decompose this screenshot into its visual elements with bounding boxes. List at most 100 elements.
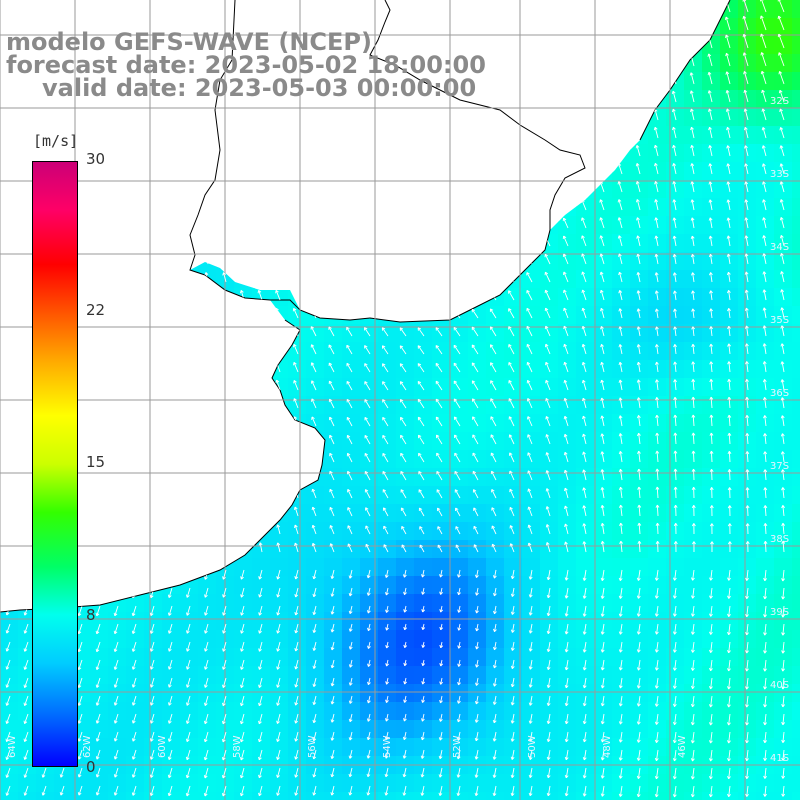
wind-arrow xyxy=(508,272,515,283)
wind-arrow xyxy=(293,361,299,373)
speed-cell xyxy=(576,702,595,721)
speed-cell xyxy=(108,288,127,307)
speed-cell xyxy=(702,738,721,757)
speed-cell xyxy=(198,576,217,595)
wind-arrow xyxy=(78,182,83,193)
wind-arrow xyxy=(133,469,138,481)
wind-arrow xyxy=(309,3,317,13)
speed-cell xyxy=(198,792,217,800)
wind-arrow xyxy=(222,307,227,319)
speed-cell xyxy=(288,234,307,253)
wind-arrow xyxy=(205,433,209,445)
speed-cell xyxy=(198,702,217,721)
speed-cell xyxy=(144,252,163,271)
speed-cell xyxy=(684,522,703,541)
speed-cell xyxy=(522,378,541,397)
wind-arrow xyxy=(744,163,749,175)
speed-cell xyxy=(144,594,163,613)
speed-cell xyxy=(180,792,199,800)
wind-arrow xyxy=(707,53,713,67)
speed-cell xyxy=(432,684,451,703)
speed-cell xyxy=(144,612,163,631)
speed-cell xyxy=(378,468,397,487)
speed-cell xyxy=(540,684,559,703)
speed-cell xyxy=(324,108,343,127)
wind-arrow xyxy=(744,271,749,283)
speed-cell xyxy=(270,162,289,181)
wind-arrow xyxy=(169,326,173,337)
speed-cell xyxy=(234,126,253,145)
speed-cell xyxy=(684,684,703,703)
speed-cell xyxy=(342,576,361,595)
wind-arrow xyxy=(169,541,174,553)
wind-arrow xyxy=(690,217,695,229)
speed-cell xyxy=(252,180,271,199)
speed-cell xyxy=(360,396,379,415)
speed-cell xyxy=(630,702,649,721)
speed-cell xyxy=(738,612,757,631)
wind-arrow xyxy=(203,109,209,121)
wind-arrow xyxy=(363,165,371,175)
wind-arrow xyxy=(240,361,245,373)
wind-arrow xyxy=(327,236,335,247)
wind-arrow xyxy=(346,344,353,355)
speed-cell xyxy=(468,468,487,487)
speed-cell xyxy=(396,252,415,271)
wind-arrow xyxy=(23,361,29,373)
wind-arrow xyxy=(292,182,299,193)
speed-cell xyxy=(144,126,163,145)
speed-cell xyxy=(324,450,343,469)
wind-arrow xyxy=(434,147,443,157)
wind-arrow xyxy=(239,272,245,283)
speed-cell xyxy=(306,612,325,631)
speed-cell xyxy=(684,558,703,577)
speed-cell xyxy=(144,180,163,199)
speed-cell xyxy=(792,666,800,685)
wind-arrow xyxy=(726,290,731,301)
wind-arrow xyxy=(581,217,587,229)
speed-cell xyxy=(0,252,19,271)
speed-cell xyxy=(162,792,181,800)
wind-arrow xyxy=(691,308,696,319)
speed-cell xyxy=(666,36,685,55)
wind-arrow xyxy=(292,254,299,265)
speed-cell xyxy=(540,792,559,800)
wind-arrow xyxy=(292,146,299,157)
speed-cell xyxy=(0,540,19,559)
wind-arrow xyxy=(635,199,641,211)
speed-cell xyxy=(378,648,397,667)
speed-cell xyxy=(324,360,343,379)
wind-arrow xyxy=(742,52,749,67)
wind-arrow xyxy=(150,217,155,229)
speed-cell xyxy=(558,162,577,181)
speed-cell xyxy=(198,342,217,361)
speed-cell xyxy=(594,792,613,800)
wind-arrow xyxy=(78,343,83,355)
wind-arrow xyxy=(726,126,731,139)
wind-arrow xyxy=(345,254,353,265)
speed-cell xyxy=(486,234,505,253)
wind-arrow xyxy=(490,416,497,427)
speed-cell xyxy=(0,792,19,800)
wind-arrow xyxy=(636,290,641,301)
wind-arrow xyxy=(115,362,120,373)
speed-cell xyxy=(558,126,577,145)
wind-arrow xyxy=(327,3,335,13)
wind-arrow xyxy=(275,200,281,211)
speed-cell xyxy=(522,630,541,649)
wind-arrow xyxy=(435,309,443,319)
wind-arrow xyxy=(169,308,173,319)
speed-cell xyxy=(198,468,217,487)
wind-arrow xyxy=(545,397,551,409)
speed-cell xyxy=(540,774,559,793)
wind-arrow xyxy=(222,290,227,301)
wind-arrow xyxy=(470,129,479,139)
speed-cell xyxy=(576,558,595,577)
speed-cell xyxy=(486,558,505,577)
speed-cell xyxy=(504,738,523,757)
speed-cell xyxy=(270,630,289,649)
speed-cell xyxy=(648,648,667,667)
wind-arrow xyxy=(672,235,677,247)
speed-cell xyxy=(720,486,739,505)
wind-arrow xyxy=(345,290,353,301)
